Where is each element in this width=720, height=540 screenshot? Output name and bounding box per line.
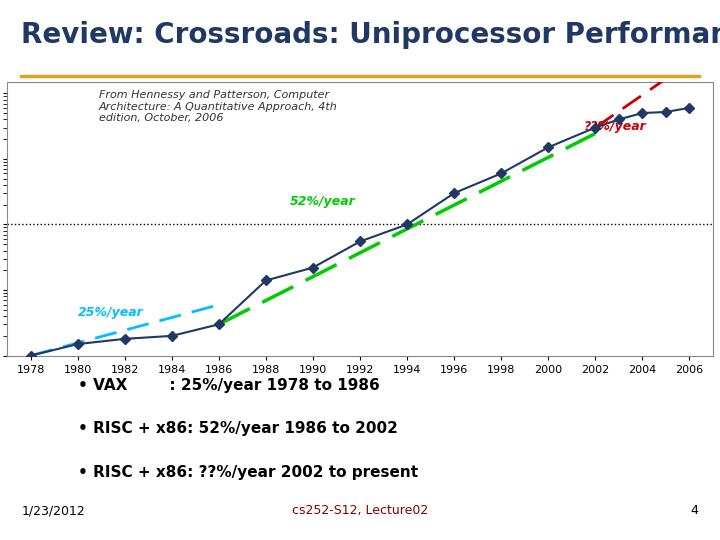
Text: 52%/year: 52%/year [289, 195, 355, 208]
Text: Review: Crossroads: Uniprocessor Performance: Review: Crossroads: Uniprocessor Perform… [22, 21, 720, 49]
Text: ??%/year: ??%/year [583, 119, 646, 133]
Text: From Hennessy and Patterson, Computer
Architecture: A Quantitative Approach, 4th: From Hennessy and Patterson, Computer Ar… [99, 90, 338, 123]
Text: 4: 4 [690, 504, 698, 517]
Text: • VAX        : 25%/year 1978 to 1986: • VAX : 25%/year 1978 to 1986 [78, 378, 379, 393]
Text: • RISC + x86: ??%/year 2002 to present: • RISC + x86: ??%/year 2002 to present [78, 465, 418, 480]
Text: • RISC + x86: 52%/year 1986 to 2002: • RISC + x86: 52%/year 1986 to 2002 [78, 421, 397, 436]
Text: cs252-S12, Lecture02: cs252-S12, Lecture02 [292, 504, 428, 517]
Text: 1/23/2012: 1/23/2012 [22, 504, 85, 517]
Text: 25%/year: 25%/year [78, 306, 143, 319]
